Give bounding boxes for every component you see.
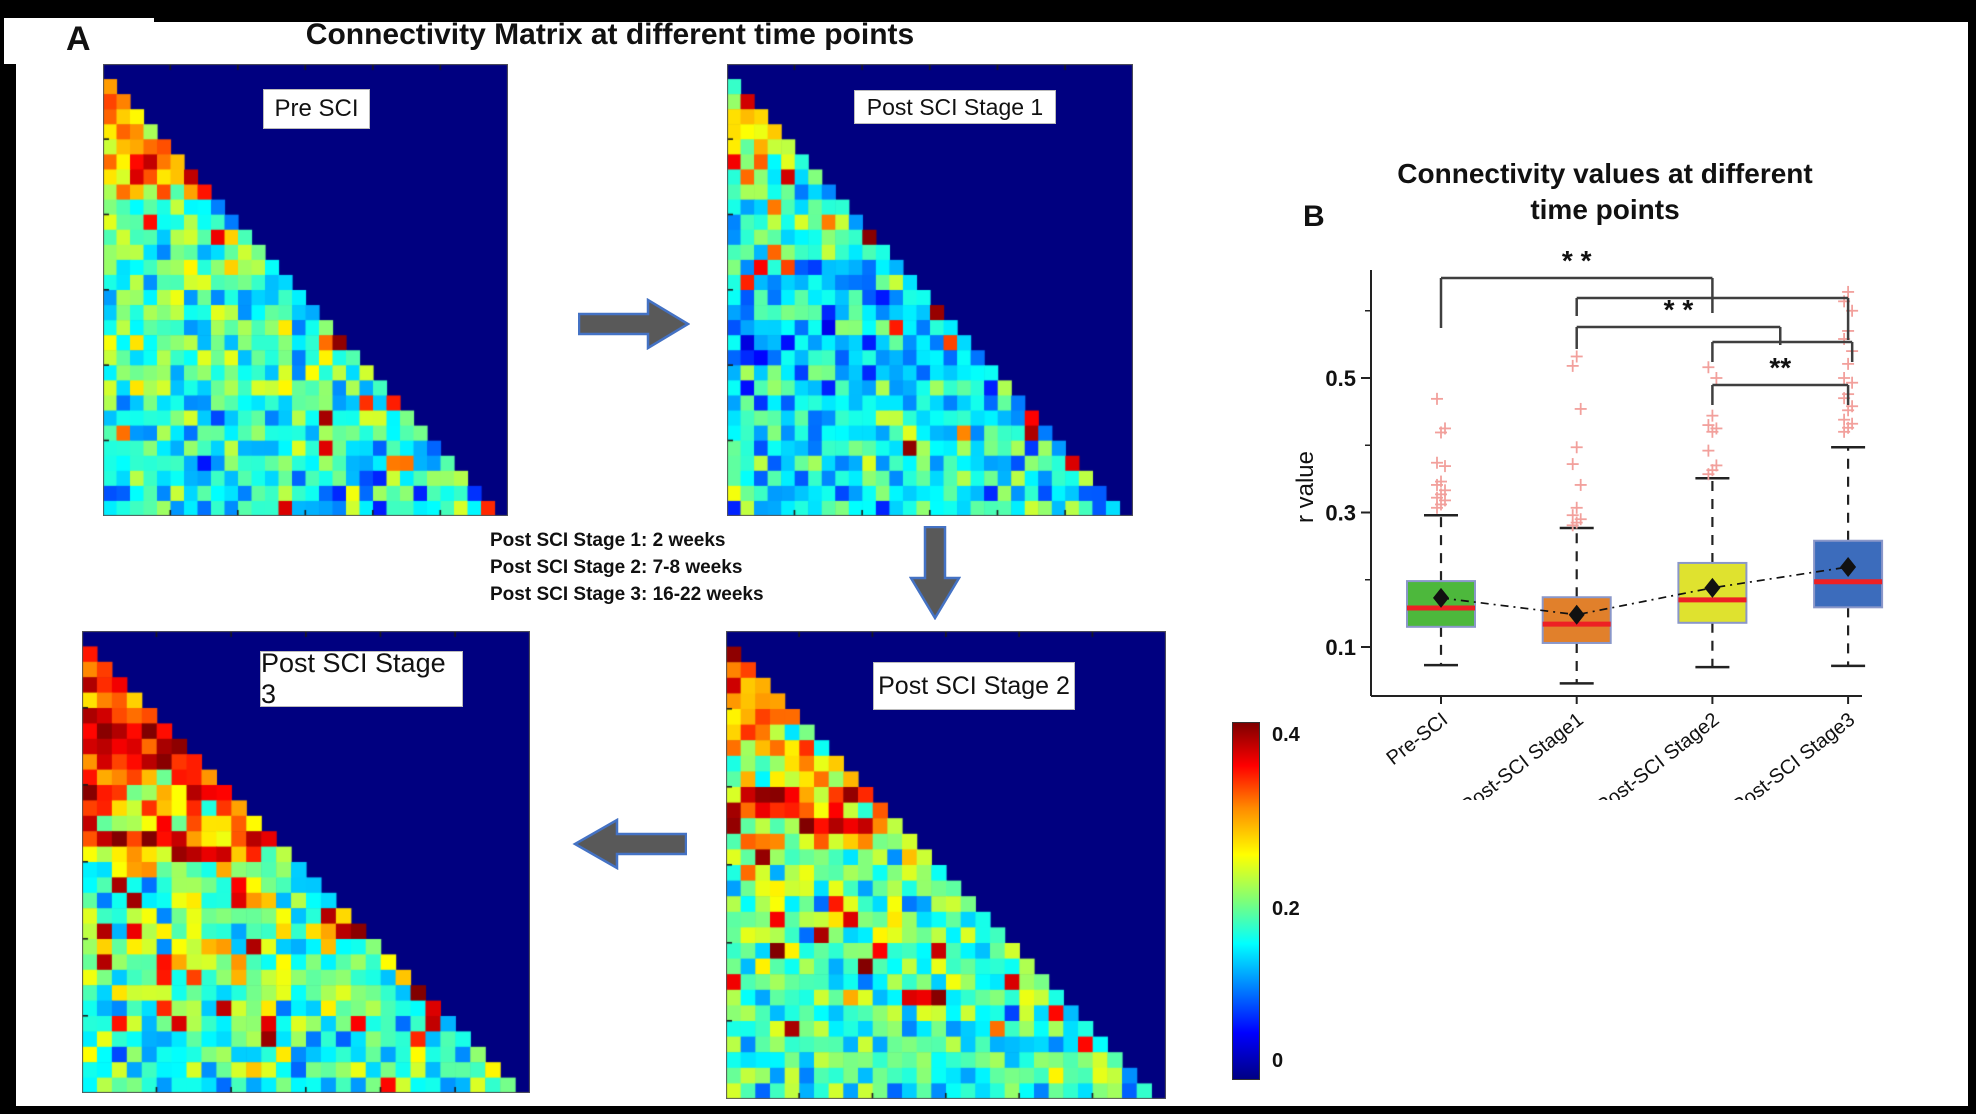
arrow-left-icon <box>572 818 687 870</box>
svg-text:* *: * * <box>1562 245 1592 276</box>
heatmap-label-pre-sci: Pre SCI <box>263 89 370 129</box>
colorbar-max-label: 0.4 <box>1272 724 1300 746</box>
svg-text:0.3: 0.3 <box>1325 501 1356 526</box>
heatmap-post-sci-stage1: Post SCI Stage 1 <box>727 64 1133 516</box>
svg-text:0.1: 0.1 <box>1325 635 1356 660</box>
arrow-right-icon <box>578 298 690 350</box>
panel-b-label: B <box>1303 200 1325 233</box>
svg-text:Pre-SCI: Pre-SCI <box>1382 709 1452 770</box>
panel-a-badge: A <box>4 18 154 64</box>
svg-text:r value: r value <box>1292 451 1319 523</box>
colorbar-min-label: 0 <box>1272 1050 1284 1072</box>
svg-text:Post-SCI Stage1: Post-SCI Stage1 <box>1457 709 1588 800</box>
panel-b-title-line2: time points <box>1530 194 1680 225</box>
arrow-down-icon <box>909 526 961 620</box>
panel-b-title-line1: Connectivity values at different <box>1397 158 1813 189</box>
svg-text:0.5: 0.5 <box>1325 366 1356 391</box>
svg-text:**: ** <box>1769 352 1791 383</box>
colorbar-mid-label: 0.2 <box>1272 898 1300 920</box>
heatmap-label-post-sci-stage2: Post SCI Stage 2 <box>873 662 1075 710</box>
heatmap-label-post-sci-stage3: Post SCI Stage 3 <box>260 648 463 709</box>
panel-b-title: Connectivity values at different time po… <box>1340 156 1870 228</box>
heatmap-pre-sci: Pre SCI <box>103 64 508 516</box>
colorbar <box>1232 722 1260 1080</box>
svg-text:Post-SCI Stage2: Post-SCI Stage2 <box>1593 709 1724 800</box>
heatmap-label-post-sci-stage1: Post SCI Stage 1 <box>854 90 1056 124</box>
heatmap-post-sci-stage3: Post SCI Stage 3 <box>82 631 530 1093</box>
stage-duration-legend: Post SCI Stage 1: 2 weeks Post SCI Stage… <box>490 527 850 608</box>
heatmap-post-sci-stage3-canvas <box>82 631 530 1093</box>
panel-a-label: A <box>66 20 91 58</box>
svg-text:* *: * * <box>1664 294 1694 325</box>
panel-a-title: Connectivity Matrix at different time po… <box>305 18 915 51</box>
legend-line-1: Post SCI Stage 1: 2 weeks <box>490 530 726 551</box>
legend-line-2: Post SCI Stage 2: 7-8 weeks <box>490 557 743 578</box>
heatmap-post-sci-stage1-canvas <box>727 64 1133 516</box>
heatmap-post-sci-stage2: Post SCI Stage 2 <box>726 631 1166 1099</box>
heatmap-pre-sci-canvas <box>103 64 508 516</box>
svg-text:Post-SCI Stage3: Post-SCI Stage3 <box>1728 709 1859 800</box>
legend-line-3: Post SCI Stage 3: 16-22 weeks <box>490 584 764 605</box>
